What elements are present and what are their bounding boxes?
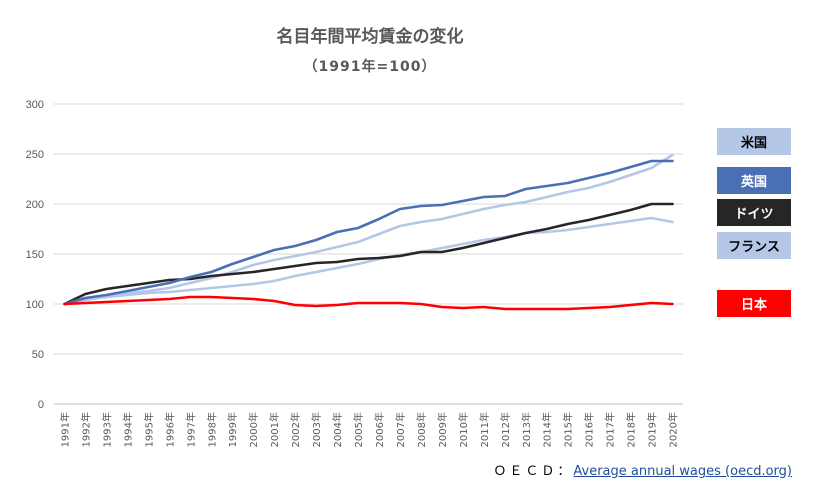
x-tick-label: 2006年 xyxy=(373,412,386,447)
x-tick-label: 2020年 xyxy=(667,412,680,447)
x-tick-label: 2011年 xyxy=(478,412,491,447)
series-line-us xyxy=(63,153,674,306)
gridlines xyxy=(54,103,683,405)
x-tick-label: 2010年 xyxy=(457,412,470,447)
x-tick-label: 2001年 xyxy=(268,412,281,447)
legend-label: 米国 xyxy=(740,136,767,151)
series-line-japan xyxy=(63,295,674,311)
x-tick-label: 2003年 xyxy=(310,412,323,447)
y-tick-label: 100 xyxy=(26,299,44,311)
series-line-france xyxy=(63,216,674,306)
x-tick-label: 1995年 xyxy=(142,412,155,447)
x-tick-label: 1991年 xyxy=(58,412,71,447)
legend-item-us: 米国 xyxy=(717,128,791,155)
x-tick-label: 2019年 xyxy=(646,412,659,447)
x-tick-label: 2013年 xyxy=(520,412,533,447)
source-note: ＯＥＣＤ：Average annual wages (oecd.org) xyxy=(493,460,792,479)
source-link[interactable]: Average annual wages (oecd.org) xyxy=(573,464,792,479)
legend-label: 日本 xyxy=(740,298,767,313)
x-tick-label: 2015年 xyxy=(562,412,575,447)
y-tick-label: 50 xyxy=(32,349,44,361)
legend-item-japan: 日本 xyxy=(717,290,791,317)
chart-title: 名目年間平均賃金の変化 xyxy=(276,27,464,47)
x-tick-label: 2018年 xyxy=(625,412,638,447)
x-tick-label: 1994年 xyxy=(121,412,134,447)
y-tick-label: 150 xyxy=(26,249,44,261)
x-tick-label: 2005年 xyxy=(352,412,365,447)
legend-item-uk: 英国 xyxy=(717,167,791,194)
x-tick-label: 2004年 xyxy=(331,412,344,447)
chart-subtitle: （1991年=100） xyxy=(303,59,437,75)
x-tick-label: 1999年 xyxy=(226,412,239,447)
x-tick-label: 2016年 xyxy=(583,412,596,447)
legend-label: ドイツ xyxy=(734,207,774,222)
x-tick-label: 2000年 xyxy=(247,412,260,447)
series-line-uk xyxy=(63,159,674,306)
x-tick-label: 2007年 xyxy=(394,412,407,447)
x-tick-label: 1993年 xyxy=(100,412,113,447)
x-axis-ticks: 1991年 1992年 1993年 1994年 1995年 1996年 1997年 1998年… xyxy=(58,412,679,447)
legend-item-france: フランス xyxy=(717,232,791,259)
y-axis-ticks: 0 50 100 150 200 250 300 xyxy=(26,99,44,411)
x-tick-label: 1998年 xyxy=(205,412,218,447)
y-tick-label: 200 xyxy=(26,199,44,211)
x-tick-label: 2014年 xyxy=(541,412,554,447)
legend-label: フランス xyxy=(728,240,780,255)
x-tick-label: 2002年 xyxy=(289,412,302,447)
y-tick-label: 0 xyxy=(38,399,44,411)
series-line-germany xyxy=(63,202,674,306)
x-tick-label: 2012年 xyxy=(499,412,512,447)
x-tick-label: 1996年 xyxy=(163,412,176,447)
legend-item-germany: ドイツ xyxy=(717,199,791,226)
series-lines xyxy=(63,153,674,311)
x-tick-label: 1997年 xyxy=(184,412,197,447)
x-tick-label: 2017年 xyxy=(604,412,617,447)
y-tick-label: 300 xyxy=(26,99,44,111)
y-tick-label: 250 xyxy=(26,149,44,161)
x-tick-label: 1992年 xyxy=(79,412,92,447)
legend-label: 英国 xyxy=(740,175,767,190)
x-tick-label: 2009年 xyxy=(436,412,449,447)
source-prefix: ＯＥＣＤ： xyxy=(493,464,574,479)
x-tick-label: 2008年 xyxy=(415,412,428,447)
